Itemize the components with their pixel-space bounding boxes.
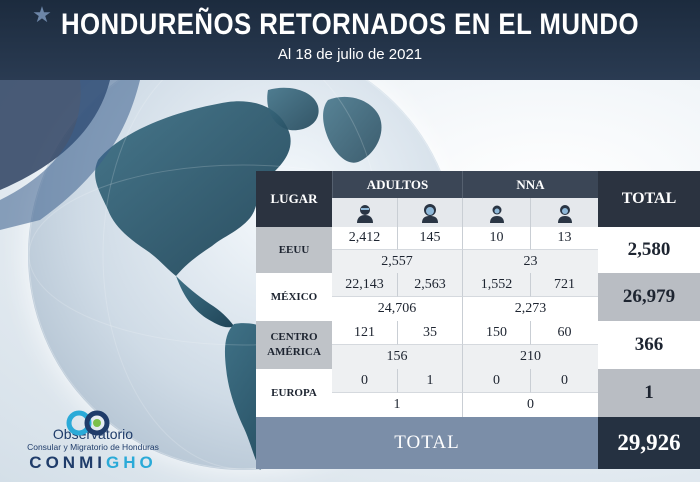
row-lugar-eeuu: EEUU bbox=[256, 227, 332, 273]
header-nna: NNA bbox=[462, 171, 598, 198]
cell-europa-total: 1 bbox=[598, 369, 700, 417]
cell-mexico-adult-m: 22,143 bbox=[332, 273, 397, 297]
row-lugar-mexico: MÉXICO bbox=[256, 273, 332, 321]
cell-ca-nna-sum: 210 bbox=[462, 345, 598, 369]
header-band: ★ HONDUREÑOS RETORNADOS EN EL MUNDO Al 1… bbox=[0, 0, 700, 80]
cell-mexico-nna-f: 721 bbox=[530, 273, 598, 297]
cell-mexico-adult-sum: 24,706 bbox=[332, 297, 462, 321]
cell-mexico-adult-f: 2,563 bbox=[397, 273, 462, 297]
cell-eeuu-nna-f: 13 bbox=[530, 227, 598, 250]
cell-ca-nna-f: 60 bbox=[530, 321, 598, 345]
cell-mexico-nna-m: 1,552 bbox=[462, 273, 530, 297]
row-lugar-europa: EUROPA bbox=[256, 369, 332, 417]
cell-ca-adult-sum: 156 bbox=[332, 345, 462, 369]
logo-rings-icon bbox=[66, 410, 110, 436]
cell-europa-adult-sum: 1 bbox=[332, 393, 462, 417]
cell-eeuu-adult-m: 2,412 bbox=[332, 227, 397, 250]
star-icon: ★ bbox=[32, 2, 52, 27]
header-adultos: ADULTOS bbox=[332, 171, 462, 198]
logo-brand: CONMIGHO bbox=[18, 453, 168, 473]
logo-line2: Consular y Migratorio de Honduras bbox=[27, 442, 159, 452]
grand-total: 29,926 bbox=[598, 417, 700, 469]
page-subtitle: Al 18 de julio de 2021 bbox=[277, 46, 423, 63]
cell-eeuu-adult-f: 145 bbox=[397, 227, 462, 250]
footer-total-label: TOTAL bbox=[256, 417, 598, 469]
cell-eeuu-nna-m: 10 bbox=[462, 227, 530, 250]
adult-man-icon bbox=[332, 198, 397, 227]
cell-ca-nna-m: 150 bbox=[462, 321, 530, 345]
cell-europa-nna-sum: 0 bbox=[462, 393, 598, 417]
cell-ca-adult-m: 121 bbox=[332, 321, 397, 345]
returnees-table: LUGAR ADULTOS NNA TOTAL EEUU 2,412 145 1… bbox=[256, 171, 700, 471]
child-boy-icon bbox=[462, 198, 530, 227]
child-girl-icon bbox=[530, 198, 598, 227]
logo-brand-b: GHO bbox=[105, 453, 157, 472]
cell-europa-adult-f: 1 bbox=[397, 369, 462, 393]
conmigho-logo: Observatorio Consular y Migratorio de Ho… bbox=[18, 410, 168, 480]
cell-eeuu-total: 2,580 bbox=[598, 227, 700, 273]
cell-mexico-total: 26,979 bbox=[598, 273, 700, 321]
header-total: TOTAL bbox=[598, 171, 700, 227]
logo-brand-a: CONMI bbox=[29, 453, 106, 472]
header-lugar: LUGAR bbox=[256, 171, 332, 227]
cell-mexico-nna-sum: 2,273 bbox=[462, 297, 598, 321]
flag-ribbon-icon bbox=[0, 80, 140, 230]
cell-europa-nna-f: 0 bbox=[530, 369, 598, 393]
row-lugar-centro-america: CENTRO AMÉRICA bbox=[256, 321, 332, 369]
cell-ca-total: 366 bbox=[598, 321, 700, 369]
cell-eeuu-nna-sum: 23 bbox=[462, 250, 598, 273]
page-title: HONDUREÑOS RETORNADOS EN EL MUNDO bbox=[60, 8, 640, 41]
cell-europa-nna-m: 0 bbox=[462, 369, 530, 393]
adult-woman-icon bbox=[397, 198, 462, 227]
cell-ca-adult-f: 35 bbox=[397, 321, 462, 345]
cell-europa-adult-m: 0 bbox=[332, 369, 397, 393]
cell-eeuu-adult-sum: 2,557 bbox=[332, 250, 462, 273]
